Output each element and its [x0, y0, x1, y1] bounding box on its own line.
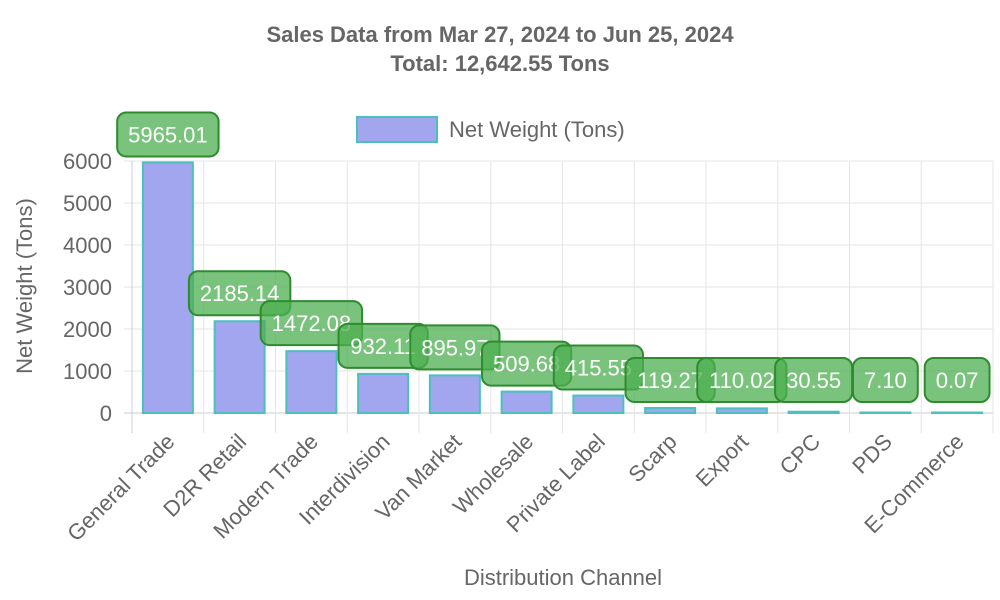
x-axis-title: Distribution Channel: [464, 565, 662, 590]
data-label: 5965.01: [116, 111, 220, 158]
data-label-text: 110.02: [709, 368, 775, 393]
data-label: 7.10: [851, 357, 919, 403]
x-tick-label: General Trade: [62, 429, 179, 546]
chart-title: Sales Data from Mar 27, 2024 to Jun 25, …: [266, 22, 734, 47]
y-tick-label: 2000: [63, 317, 112, 342]
data-label-text: 5965.01: [128, 122, 208, 147]
bar[interactable]: [213, 320, 266, 414]
bar[interactable]: [428, 374, 481, 415]
bar[interactable]: [357, 372, 410, 414]
x-tick-label: CPC: [775, 429, 826, 480]
data-label-text: 7.10: [864, 368, 907, 393]
data-label: 932.11: [337, 322, 429, 369]
legend-swatch: [356, 116, 438, 143]
bar[interactable]: [931, 411, 984, 414]
data-label-box: [116, 111, 220, 158]
x-tick-label: PDS: [847, 429, 897, 479]
bar[interactable]: [141, 161, 194, 414]
chart-subtitle: Total: 12,642.55 Tons: [390, 51, 609, 76]
y-tick-label: 5000: [63, 191, 112, 216]
bar[interactable]: [644, 406, 697, 415]
data-label-text: 509.68: [493, 352, 560, 377]
y-axis-ticks: 0 1000 2000 3000 4000 5000 6000: [63, 149, 112, 426]
data-label: 415.55: [552, 344, 644, 391]
y-tick-label: 4000: [63, 233, 112, 258]
y-tick-label: 6000: [63, 149, 112, 174]
data-label-text: 0.07: [936, 368, 979, 393]
x-tick-label: Export: [691, 429, 754, 492]
x-tick-label: Scarp: [623, 429, 681, 487]
data-label-text: 119.27: [637, 368, 703, 393]
data-label: 30.55: [774, 357, 854, 403]
y-axis-title: Net Weight (Tons): [12, 198, 37, 374]
bar[interactable]: [787, 410, 840, 414]
bar[interactable]: [859, 411, 912, 414]
bar[interactable]: [500, 390, 553, 415]
data-label: 509.68: [481, 340, 573, 387]
legend[interactable]: Net Weight (Tons): [356, 116, 625, 143]
legend-label: Net Weight (Tons): [449, 117, 625, 142]
y-tick-label: 0: [100, 401, 112, 426]
data-label-box: [923, 357, 991, 403]
data-label-box: [851, 357, 919, 403]
data-label: 119.27: [624, 356, 716, 403]
bar[interactable]: [715, 407, 768, 414]
y-tick-label: 1000: [63, 359, 112, 384]
data-label: 110.02: [696, 357, 788, 403]
data-label-text: 895.97: [421, 335, 488, 360]
y-tick-label: 3000: [63, 275, 112, 300]
bar[interactable]: [285, 350, 338, 414]
bar[interactable]: [572, 394, 625, 415]
bars: [141, 161, 984, 415]
data-label-text: 415.55: [565, 356, 632, 381]
data-label-text: 30.55: [786, 368, 841, 393]
data-label: 0.07: [923, 357, 991, 403]
data-label-text: 932.11: [350, 334, 416, 359]
